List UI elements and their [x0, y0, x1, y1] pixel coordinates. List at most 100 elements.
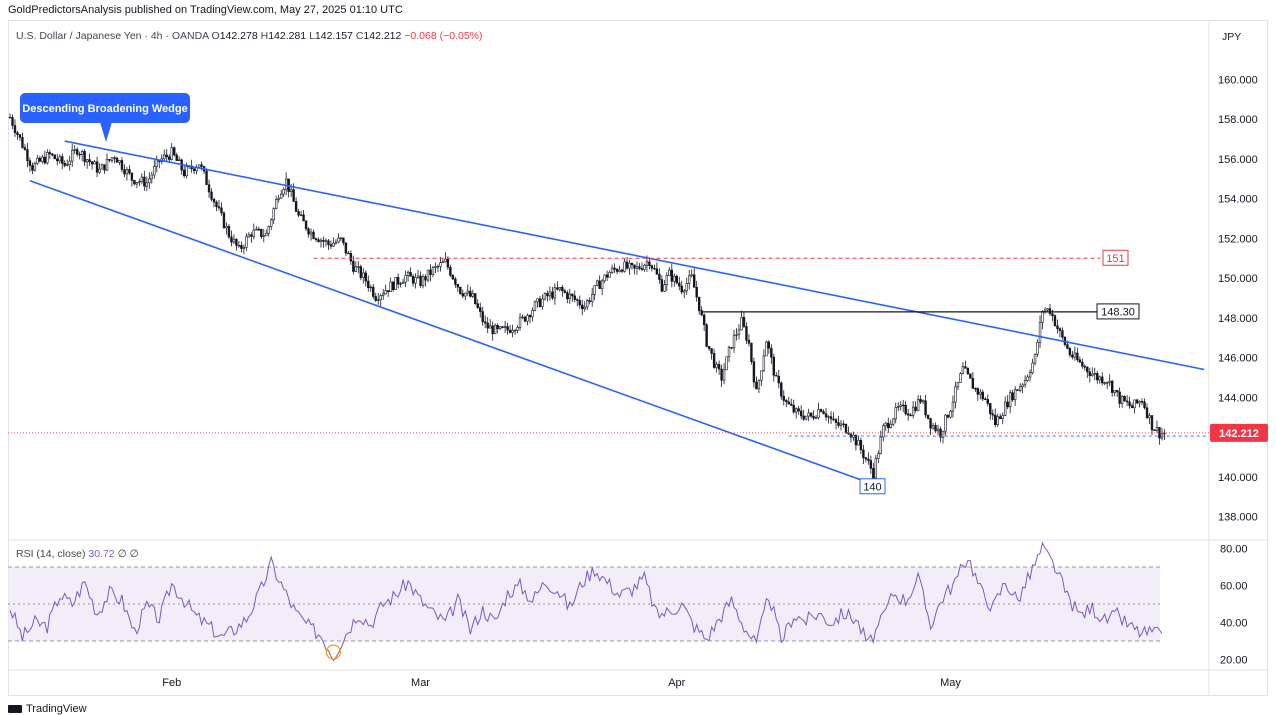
- candle-up: [635, 266, 639, 269]
- label-140: 140: [859, 478, 886, 495]
- candle-up: [668, 269, 671, 276]
- price-tick-label: 152.000: [1218, 233, 1258, 245]
- candle-down: [563, 290, 567, 293]
- candle-up: [272, 208, 275, 221]
- price-tick-label: 154.000: [1218, 194, 1258, 206]
- candle-up: [41, 156, 44, 162]
- candle-up: [1148, 415, 1151, 418]
- candle-down: [501, 326, 504, 328]
- candle-down: [486, 322, 489, 329]
- candle-up: [145, 182, 149, 187]
- candle-up: [892, 418, 895, 425]
- candle-down: [456, 284, 460, 288]
- candle-down: [615, 269, 619, 272]
- candle-up: [1008, 392, 1012, 408]
- candle-up: [889, 423, 892, 429]
- candle-up: [93, 161, 96, 165]
- label-151-box: [1102, 249, 1129, 266]
- candle-up: [439, 262, 442, 267]
- candle-up: [877, 453, 880, 459]
- close-value: 142.212: [363, 30, 402, 42]
- candle-down: [312, 231, 315, 239]
- label-151: 151: [1102, 249, 1129, 266]
- candle-up: [600, 280, 604, 289]
- rsi-legend: RSI (14, close) 30.72 ∅ ∅: [16, 548, 139, 560]
- high-value: 142.281: [268, 30, 307, 42]
- candle-down: [364, 272, 367, 282]
- rsi-label[interactable]: RSI (14, close): [16, 548, 86, 560]
- candle-down: [904, 404, 907, 415]
- candle-up: [332, 242, 335, 247]
- candle-down: [217, 206, 221, 209]
- candle-up: [732, 334, 736, 349]
- candle-up: [949, 410, 952, 418]
- candle-up: [1013, 389, 1017, 401]
- candle-up: [760, 370, 763, 381]
- candle-up: [394, 277, 397, 290]
- candle-down: [220, 207, 223, 214]
- candle-down: [946, 414, 950, 418]
- candle-down: [349, 253, 353, 262]
- candle-down: [1071, 354, 1074, 358]
- candle-up: [665, 275, 669, 286]
- candle-up: [735, 334, 738, 336]
- candle-down: [13, 125, 17, 134]
- candle-up: [354, 266, 358, 272]
- high-label: H: [260, 30, 269, 42]
- candle-up: [1106, 382, 1109, 384]
- currency-label[interactable]: JPY: [1222, 31, 1242, 43]
- wedge-label: Descending Broadening Wedge: [20, 93, 190, 142]
- candle-down: [212, 198, 216, 203]
- candle-down: [83, 151, 86, 163]
- candle-down: [257, 228, 260, 231]
- candle-down: [750, 342, 753, 363]
- candle-up: [265, 232, 268, 237]
- candle-down: [329, 244, 333, 247]
- candle-up: [1043, 309, 1047, 312]
- candle-down: [770, 347, 773, 358]
- candle-up: [177, 159, 181, 161]
- label-148-30-text: 148.30: [1101, 306, 1135, 318]
- candle-down: [576, 299, 579, 301]
- candle-down: [829, 416, 833, 420]
- candle-up: [936, 428, 940, 432]
- candle-down: [837, 422, 840, 426]
- candle-down: [419, 275, 422, 286]
- candle-down: [469, 290, 472, 297]
- candle-down: [88, 159, 91, 163]
- candle-up: [289, 189, 293, 192]
- candle-down: [867, 458, 870, 461]
- candle-up: [1155, 427, 1159, 431]
- candle-down: [556, 287, 559, 290]
- candle-up: [513, 329, 517, 332]
- label-151-text: 151: [1106, 253, 1124, 265]
- candle-down: [578, 300, 581, 306]
- candle-down: [792, 404, 795, 413]
- candle-down: [994, 414, 997, 425]
- close-label: C: [355, 30, 364, 42]
- candle-up: [595, 280, 599, 286]
- candle-up: [931, 425, 935, 429]
- candle-down: [605, 274, 609, 278]
- candle-up: [1093, 373, 1096, 375]
- candle-down: [23, 147, 27, 150]
- symbol-name[interactable]: U.S. Dollar / Japanese Yen · 4h · OANDA: [16, 30, 209, 42]
- candle-up: [138, 181, 141, 183]
- candle-down: [508, 329, 512, 333]
- price-tick-label: 156.000: [1218, 154, 1258, 166]
- candle-down: [991, 413, 994, 416]
- candle-up: [916, 399, 920, 411]
- candle-down: [227, 226, 231, 238]
- candle-up: [645, 261, 649, 266]
- candle-up: [389, 281, 392, 293]
- candle-up: [339, 237, 343, 240]
- candle-down: [16, 132, 19, 135]
- candle-down: [648, 261, 651, 266]
- candle-down: [1110, 380, 1114, 393]
- candle-down: [1096, 373, 1099, 381]
- candle-down: [123, 169, 126, 175]
- candle-down: [496, 324, 499, 329]
- candle-up: [357, 266, 360, 268]
- candle-down: [712, 353, 716, 368]
